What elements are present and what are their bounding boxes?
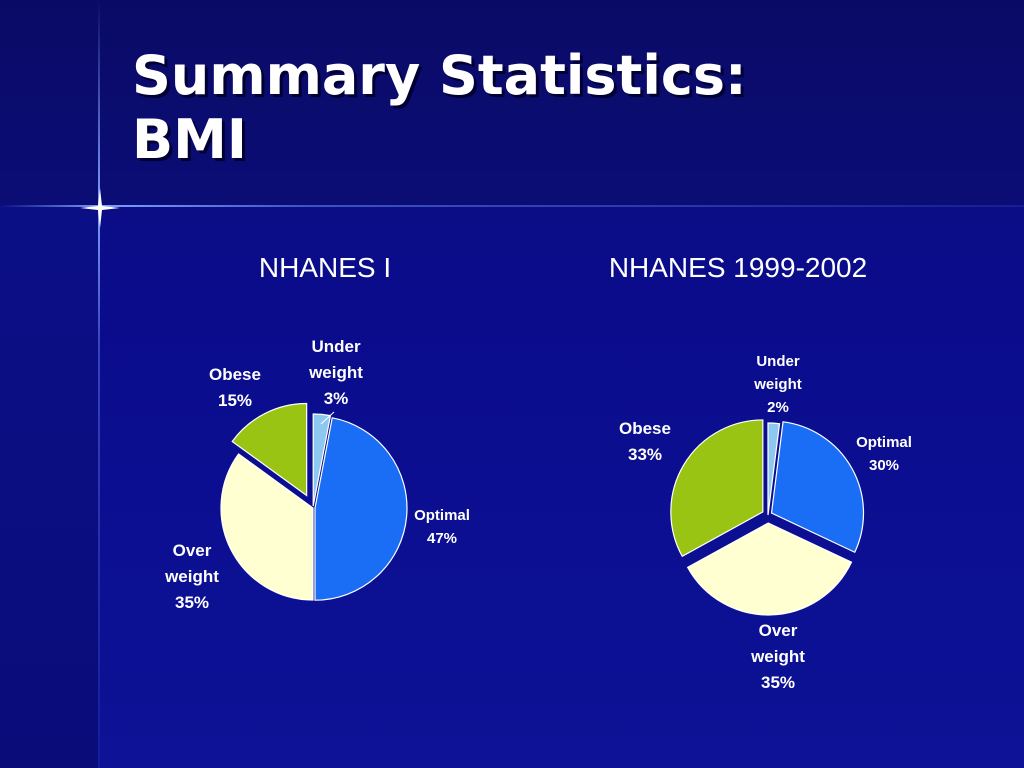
pie-slice-obese	[670, 419, 764, 558]
data-label-obese: Obese 15%	[209, 365, 261, 410]
data-label-underweight: Under weight 2%	[753, 353, 802, 416]
chart-title: NHANES 1999-2002	[609, 252, 867, 283]
data-label-optimal: Optimal 47%	[414, 507, 470, 547]
data-label-overweight: Over weight 35%	[164, 541, 219, 612]
pie-chart-2: NHANES 1999-2002 Under weight 2% Optimal 30% O…	[609, 252, 912, 692]
pie-slice-overweight	[686, 522, 853, 616]
chart-title: NHANES I	[259, 252, 391, 283]
vertical-divider	[98, 0, 100, 768]
data-label-overweight: Over weight 35%	[750, 621, 805, 692]
left-band	[0, 206, 98, 768]
data-label-obese: Obese 33%	[619, 419, 671, 464]
pie-slice-obese	[231, 402, 308, 497]
slide-title-line-1: Summary Statistics:	[132, 44, 747, 107]
slide-title: Summary Statistics: BMI	[132, 44, 747, 172]
sparkle-icon	[80, 188, 120, 228]
pie-slice-underweight	[767, 422, 781, 516]
data-label-optimal: Optimal 30%	[856, 434, 912, 474]
pie-slice-overweight	[220, 453, 314, 601]
pie-slice-optimal	[314, 417, 408, 601]
horizontal-divider	[0, 205, 1024, 207]
label-leader-line	[320, 411, 335, 425]
pie-slice-optimal	[770, 421, 865, 554]
title-band	[0, 0, 1024, 206]
pie-chart-1: NHANES I Under weight 3% Optimal 47% Over weigh…	[164, 252, 470, 612]
data-label-underweight: Under weight 3%	[308, 337, 363, 408]
slide-title-line-2: BMI	[132, 108, 247, 171]
